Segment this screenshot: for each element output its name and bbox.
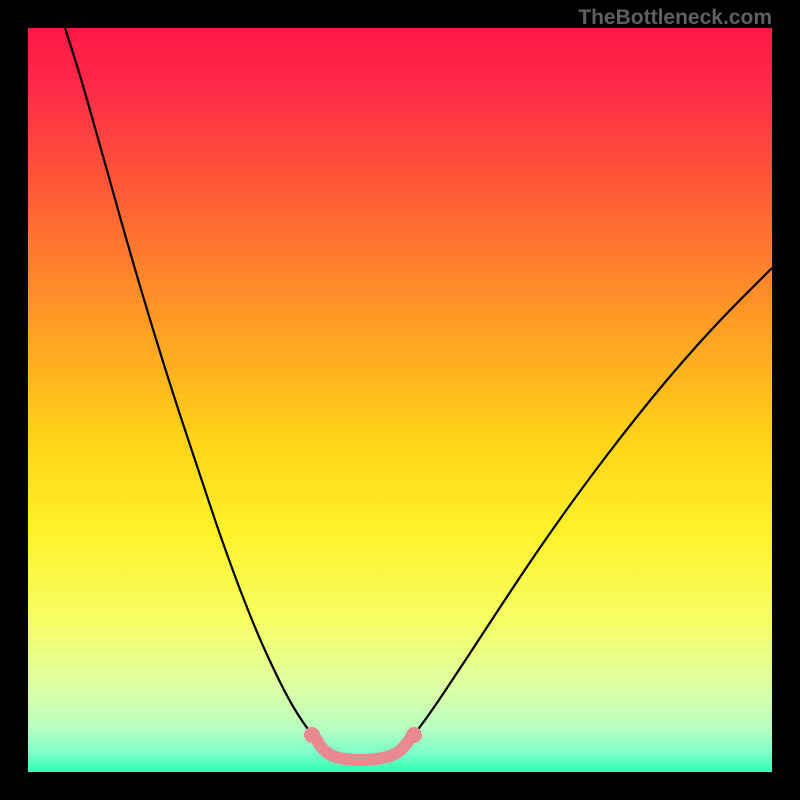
right-curve <box>408 268 772 742</box>
valley-floor <box>314 735 412 760</box>
chart-svg <box>28 28 772 772</box>
left-curve <box>65 28 318 742</box>
watermark-text: TheBottleneck.com <box>578 6 772 30</box>
plot-area <box>28 28 772 772</box>
valley-end-dot <box>304 727 320 743</box>
valley-end-dot <box>406 727 422 743</box>
